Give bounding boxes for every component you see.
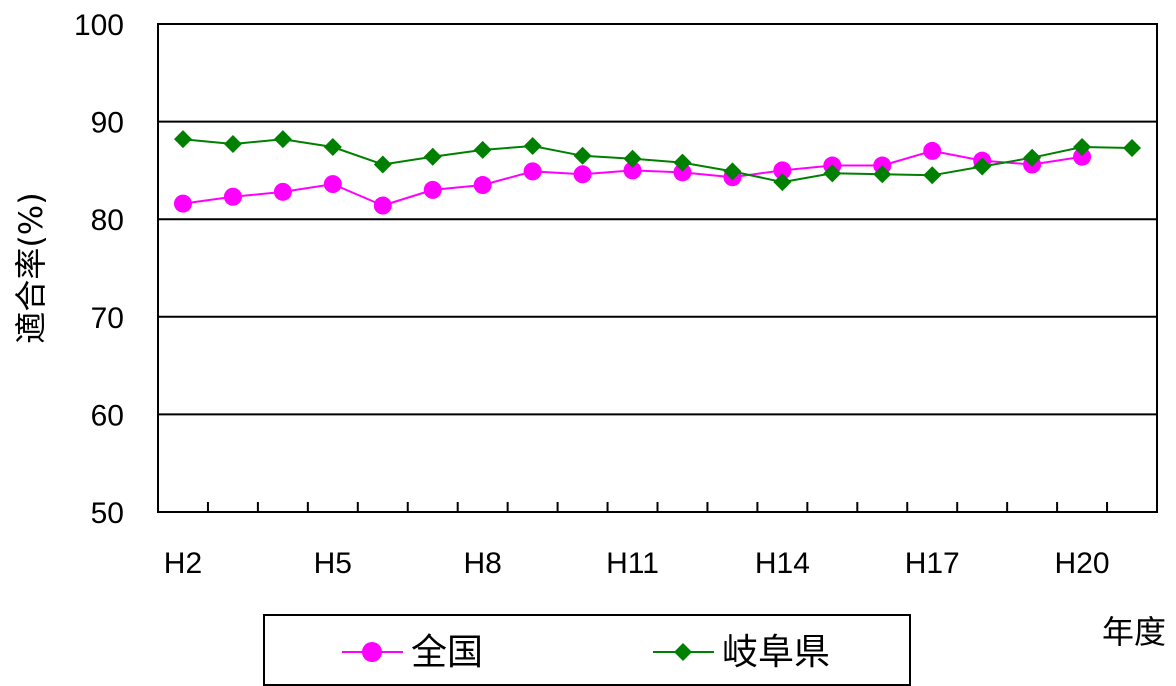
data-point xyxy=(573,146,592,165)
data-point xyxy=(923,166,942,185)
x-tick-label: H2 xyxy=(164,547,202,580)
data-point xyxy=(923,141,942,160)
legend-marker-0 xyxy=(362,642,382,662)
data-point xyxy=(273,130,292,149)
data-point xyxy=(173,194,192,213)
y-axis-title: 適合率(%) xyxy=(12,192,50,343)
data-point xyxy=(1073,137,1092,156)
x-tick-label: H14 xyxy=(755,547,810,580)
x-tick-label: H17 xyxy=(905,547,960,580)
data-point xyxy=(173,130,192,149)
y-tick-label: 100 xyxy=(74,9,124,42)
data-point xyxy=(423,180,442,199)
data-point xyxy=(773,161,792,180)
series-1 xyxy=(173,130,1142,192)
data-point xyxy=(1123,138,1142,157)
data-point xyxy=(673,153,692,172)
data-point xyxy=(973,157,992,176)
data-point xyxy=(623,149,642,168)
data-point xyxy=(223,187,242,206)
x-tick-label: H8 xyxy=(463,547,501,580)
data-point xyxy=(873,165,892,184)
legend-marker-1 xyxy=(674,643,692,661)
y-tick-label: 70 xyxy=(91,302,124,335)
data-point xyxy=(723,162,742,181)
x-axis-ticks: H2 H5 H8 H11 H14 H17 H20 xyxy=(164,502,1110,580)
data-point xyxy=(423,147,442,166)
y-tick-label: 80 xyxy=(91,204,124,237)
data-point xyxy=(323,175,342,194)
data-point xyxy=(523,137,542,155)
data-point xyxy=(373,196,392,215)
y-axis-ticks: 50 60 70 80 90 100 xyxy=(74,9,124,530)
data-point xyxy=(473,176,492,195)
plot-area-frame xyxy=(157,23,1158,513)
data-point xyxy=(673,163,692,182)
data-point xyxy=(573,165,592,184)
x-axis-title: 年度 xyxy=(1102,613,1166,651)
legend-label-1: 岐阜県 xyxy=(722,632,830,673)
data-point xyxy=(623,161,642,180)
legend-label-0: 全国 xyxy=(411,632,483,673)
data-point xyxy=(223,135,242,154)
x-tick-label: H20 xyxy=(1055,547,1110,580)
data-point xyxy=(1073,147,1092,166)
x-tick-label: H11 xyxy=(606,547,659,580)
data-point xyxy=(823,164,842,183)
gridlines xyxy=(158,120,1157,416)
y-tick-label: 90 xyxy=(91,107,124,140)
data-point xyxy=(323,137,342,156)
data-point xyxy=(1023,148,1042,167)
data-point xyxy=(273,182,292,201)
y-tick-label: 50 xyxy=(91,497,124,530)
data-point xyxy=(773,173,792,192)
data-point xyxy=(373,155,392,174)
y-tick-label: 60 xyxy=(91,399,124,432)
data-point xyxy=(473,140,492,159)
data-point xyxy=(523,162,542,181)
series-layer xyxy=(173,130,1142,215)
series-line xyxy=(182,138,1133,184)
legend: 全国 岐阜県 xyxy=(263,614,911,686)
x-tick-label: H5 xyxy=(314,547,352,580)
